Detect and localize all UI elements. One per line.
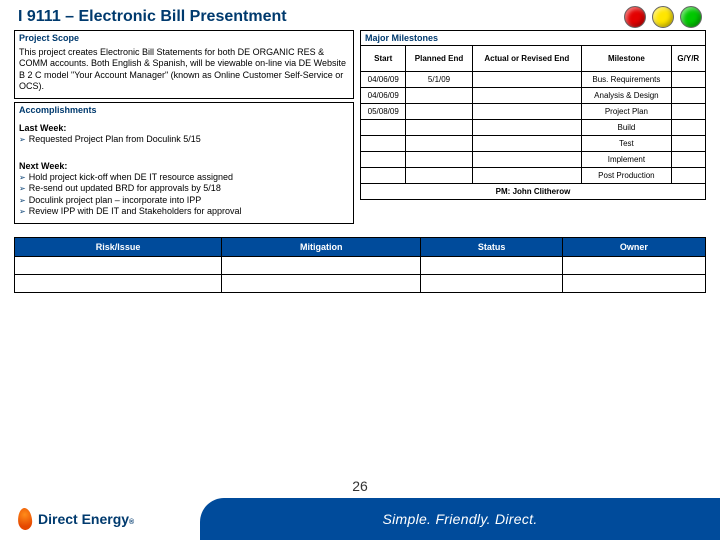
milestone-cell: 05/08/09 (361, 104, 406, 120)
milestone-cell (671, 120, 705, 136)
pm-name: John Clitherow (513, 187, 571, 196)
project-scope-box: Project Scope This project creates Elect… (14, 30, 354, 99)
milestones-heading: Major Milestones (360, 30, 706, 45)
next-week-label: Next Week: (19, 161, 349, 172)
milestone-row: Test (361, 136, 706, 152)
last-week-list: Requested Project Plan from Doculink 5/1… (19, 134, 349, 145)
footer-brand: Direct Energy® (0, 508, 200, 530)
accomplishments-box: Accomplishments Last Week: Requested Pro… (14, 102, 354, 224)
list-item: Doculink project plan – incorporate into… (19, 195, 349, 206)
milestone-row: Build (361, 120, 706, 136)
milestone-cell (472, 72, 582, 88)
status-light-red (624, 6, 646, 28)
risk-cell (562, 275, 705, 293)
list-item: Hold project kick-off when DE IT resourc… (19, 172, 349, 183)
risk-table: Risk/IssueMitigationStatusOwner (14, 237, 706, 293)
milestone-cell (671, 136, 705, 152)
footer-tagline: Simple. Friendly. Direct. (200, 498, 720, 540)
milestone-cell: 5/1/09 (406, 72, 472, 88)
risk-cell (562, 257, 705, 275)
footer: Direct Energy® Simple. Friendly. Direct. (0, 498, 720, 540)
milestone-cell (671, 88, 705, 104)
milestone-cell (671, 72, 705, 88)
milestone-cell (472, 88, 582, 104)
milestone-cell (361, 136, 406, 152)
project-scope-text: This project creates Electronic Bill Sta… (15, 45, 353, 98)
pm-cell: PM: John Clitherow (361, 184, 706, 200)
milestone-cell (671, 152, 705, 168)
last-week-label: Last Week: (19, 123, 349, 134)
risk-col: Mitigation (222, 238, 421, 257)
milestone-col: G/Y/R (671, 46, 705, 72)
milestones-table: StartPlanned EndActual or Revised EndMil… (360, 45, 706, 200)
milestone-cell: Post Production (582, 168, 671, 184)
risk-row (15, 257, 706, 275)
milestone-cell: Build (582, 120, 671, 136)
milestone-cell (671, 104, 705, 120)
accomplishments-heading: Accomplishments (15, 103, 353, 117)
pm-label: PM: (496, 187, 511, 196)
milestone-cell (671, 168, 705, 184)
milestone-cell (406, 136, 472, 152)
milestone-cell: 04/06/09 (361, 88, 406, 104)
milestone-cell (406, 120, 472, 136)
milestone-row: Post Production (361, 168, 706, 184)
milestone-cell: Analysis & Design (582, 88, 671, 104)
milestone-cell (472, 136, 582, 152)
milestone-cell (406, 104, 472, 120)
list-item: Requested Project Plan from Doculink 5/1… (19, 134, 349, 145)
risk-cell (421, 275, 562, 293)
milestone-cell: Project Plan (582, 104, 671, 120)
milestone-row: 05/08/09 Project Plan (361, 104, 706, 120)
status-lights (624, 6, 702, 28)
milestone-col: Actual or Revised End (472, 46, 582, 72)
brand-name: Direct Energy® (38, 511, 134, 527)
milestone-row: Implement (361, 152, 706, 168)
milestone-cell (472, 168, 582, 184)
milestone-col: Start (361, 46, 406, 72)
project-scope-heading: Project Scope (15, 31, 353, 45)
milestone-row: 04/06/095/1/09 Bus. Requirements (361, 72, 706, 88)
milestone-cell (406, 152, 472, 168)
risk-col: Risk/Issue (15, 238, 222, 257)
risk-cell (222, 257, 421, 275)
status-light-green (680, 6, 702, 28)
flame-icon (17, 508, 33, 531)
risk-cell (421, 257, 562, 275)
risk-col: Owner (562, 238, 705, 257)
next-week-list: Hold project kick-off when DE IT resourc… (19, 172, 349, 217)
risk-col: Status (421, 238, 562, 257)
milestone-cell: Implement (582, 152, 671, 168)
milestone-cell (472, 120, 582, 136)
milestone-cell (472, 104, 582, 120)
milestone-cell (472, 152, 582, 168)
milestone-col: Milestone (582, 46, 671, 72)
risk-cell (15, 275, 222, 293)
risk-row (15, 275, 706, 293)
milestone-cell: Test (582, 136, 671, 152)
risk-cell (15, 257, 222, 275)
milestone-cell (361, 120, 406, 136)
milestone-cell (406, 168, 472, 184)
page-title: I 9111 – Electronic Bill Presentment (0, 0, 720, 30)
page-number: 26 (352, 478, 368, 494)
milestone-cell (406, 88, 472, 104)
milestone-cell: 04/06/09 (361, 72, 406, 88)
risk-cell (222, 275, 421, 293)
milestone-cell (361, 152, 406, 168)
status-light-yellow (652, 6, 674, 28)
list-item: Review IPP with DE IT and Stakeholders f… (19, 206, 349, 217)
milestone-row: 04/06/09 Analysis & Design (361, 88, 706, 104)
milestone-col: Planned End (406, 46, 472, 72)
milestone-cell: Bus. Requirements (582, 72, 671, 88)
milestone-cell (361, 168, 406, 184)
list-item: Re-send out updated BRD for approvals by… (19, 183, 349, 194)
